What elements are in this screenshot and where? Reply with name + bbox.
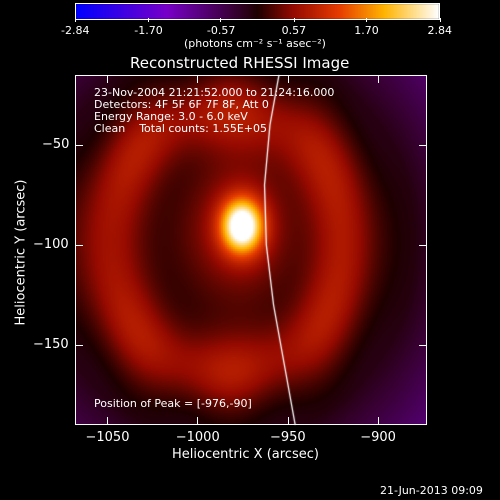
colorbar-tick-mark [293,18,295,22]
y-axis-tick-mark [75,144,83,146]
colorbar-tick-label: 0.57 [281,24,307,37]
info-line-3: Energy Range: 3.0 - 6.0 keV [94,110,248,123]
y-axis-tick-mark [419,344,427,346]
x-axis-tick-mark [197,75,199,83]
y-axis-tick-label: −50 [42,137,70,152]
x-axis-tick-mark [377,75,379,83]
chart-title: Reconstructed RHESSI Image [130,54,350,72]
y-axis-tick-mark [75,344,83,346]
colorbar-tick-label: 2.84 [427,24,453,37]
colorbar-units: (photons cm⁻² s⁻¹ asec⁻²) [184,37,326,50]
y-axis-tick-label: −150 [33,337,69,352]
colorbar-tick-mark [74,18,76,22]
info-line-4: Clean Total counts: 1.55E+05 [94,122,268,135]
colorbar-tick-mark [439,18,441,22]
x-axis-tick-mark [287,75,289,83]
x-axis-tick-mark [106,75,108,83]
colorbar-tick-mark [220,18,222,22]
y-axis-label: Heliocentric Y (arcsec) [13,179,29,326]
colorbar-tick-label: -2.84 [61,24,90,37]
info-line-1: 23-Nov-2004 21:21:52.000 to 21:24:16.000 [94,86,335,99]
y-axis-tick-mark [419,144,427,146]
x-axis-tick-label: −1000 [175,430,220,445]
x-axis-tick-mark [287,417,289,425]
footer-timestamp: 21-Jun-2013 09:09 [380,484,483,497]
x-axis-tick-mark [106,417,108,425]
x-axis-tick-mark [377,417,379,425]
x-axis-tick-label: −900 [360,430,396,445]
x-axis-tick-mark [197,417,199,425]
x-axis-tick-label: −1050 [85,430,130,445]
x-axis-label: Heliocentric X (arcsec) [172,447,319,462]
colorbar-tick-mark [366,18,368,22]
y-axis-tick-mark [75,244,83,246]
colorbar-tick-label: 1.70 [354,24,379,37]
info-line-2: Detectors: 4F 5F 6F 7F 8F, Att 0 [94,98,269,111]
peak-position-label: Position of Peak = [-976,-90] [94,397,252,410]
colorbar-tick-label: -0.57 [206,24,236,37]
y-axis-tick-mark [419,244,427,246]
plot-frame [75,75,427,425]
colorbar-tick-mark [147,18,149,22]
colorbar [75,3,440,20]
x-axis-tick-label: −950 [270,430,306,445]
colorbar-tick-label: -1.70 [134,24,163,37]
y-axis-tick-label: −100 [33,237,69,252]
